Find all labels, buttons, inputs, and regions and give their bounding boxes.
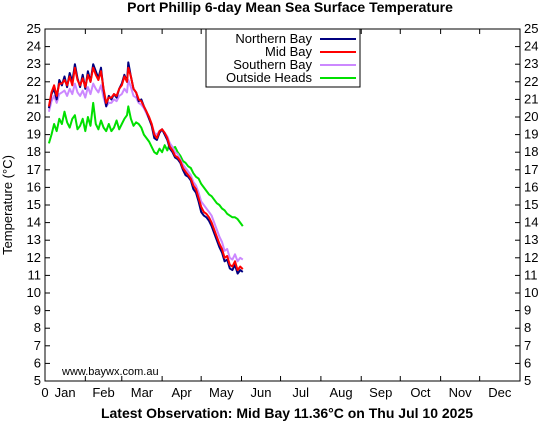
y-tick-label: 20 [27, 109, 41, 124]
y-tick-label-right: 24 [524, 39, 538, 54]
y-tick-label-right: 21 [524, 91, 538, 106]
y-tick-label-right: 12 [524, 250, 538, 265]
source-credit: www.baywx.com.au [61, 366, 159, 378]
x-tick-label: May [209, 385, 234, 400]
y-tick-label-right: 19 [524, 127, 538, 142]
y-tick-label-right: 16 [524, 179, 538, 194]
x-tick-label: Mar [131, 385, 154, 400]
y-tick-label: 6 [34, 355, 41, 370]
series-line-mid-bay [47, 66, 244, 272]
y-tick-label-right: 6 [524, 355, 531, 370]
x-tick-label: Feb [92, 385, 114, 400]
y-tick-label-right: 23 [524, 56, 538, 71]
y-tick-label: 9 [34, 303, 41, 318]
y-tick-label: 21 [27, 91, 41, 106]
legend-label-northern-bay: Northern Bay [235, 31, 312, 46]
y-tick-label-right: 7 [524, 338, 531, 353]
y-tick-label: 23 [27, 56, 41, 71]
y-tick-label: 18 [27, 144, 41, 159]
y-tick-label-right: 15 [524, 197, 538, 212]
y-tick-label: 19 [27, 127, 41, 142]
y-tick-label: 7 [34, 338, 41, 353]
x-tick-label: Oct [410, 385, 431, 400]
x-tick-label: Jun [251, 385, 272, 400]
y-tick-label: 14 [27, 215, 41, 230]
y-tick-label-right: 25 [524, 21, 538, 36]
chart-title: Port Phillip 6-day Mean Sea Surface Temp… [127, 0, 453, 15]
y-tick-label: 15 [27, 197, 41, 212]
x-tick-label: Jul [292, 385, 309, 400]
y-tick-label-right: 10 [524, 285, 538, 300]
y-tick-label: 22 [27, 74, 41, 89]
y-tick-label-right: 20 [524, 109, 538, 124]
y-tick-label: 17 [27, 162, 41, 177]
legend-label-outside-heads: Outside Heads [226, 70, 312, 85]
x-tick-label: Jan [55, 385, 76, 400]
series-line-outside-heads [47, 101, 244, 227]
y-tick-label-right: 17 [524, 162, 538, 177]
y-tick-label-right: 14 [524, 215, 538, 230]
y-axis-label: Temperature (°C) [0, 155, 15, 255]
y-tick-label: 5 [34, 373, 41, 388]
y-tick-label-right: 22 [524, 74, 538, 89]
y-tick-label: 16 [27, 179, 41, 194]
x-tick-label: Apr [172, 385, 193, 400]
y-tick-label-right: 5 [524, 373, 531, 388]
x-tick-label: Sep [369, 385, 392, 400]
legend-label-mid-bay: Mid Bay [265, 44, 312, 59]
y-tick-label: 10 [27, 285, 41, 300]
y-tick-label-right: 9 [524, 303, 531, 318]
y-tick-label-right: 8 [524, 320, 531, 335]
x-tick-label: Dec [488, 385, 512, 400]
chart-subtitle: Latest Observation: Mid Bay 11.36°C on T… [101, 405, 473, 421]
series-lines [47, 61, 244, 275]
y-tick-label: 24 [27, 39, 41, 54]
y-tick-label-right: 13 [524, 232, 538, 247]
y-tick-label: 11 [28, 267, 42, 282]
legend-label-southern-bay: Southern Bay [233, 57, 312, 72]
y-tick-label-right: 11 [524, 267, 538, 282]
y-tick-label: 13 [27, 232, 41, 247]
y-tick-label: 12 [27, 250, 41, 265]
y-tick-label-right: 18 [524, 144, 538, 159]
y-tick-label: 8 [34, 320, 41, 335]
legend: Northern Bay Mid Bay Southern Bay Outsid… [205, 28, 361, 88]
x-tick-label: 0 [41, 385, 48, 400]
axis-ticks: 5 5 6 6 7 7 8 8 9 9 10 10 11 11 12 12 13 13 14 14 15 15 16 16 17… [27, 21, 539, 400]
y-tick-label: 25 [27, 21, 41, 36]
x-tick-label: Nov [449, 385, 473, 400]
x-tick-label: Aug [329, 385, 352, 400]
